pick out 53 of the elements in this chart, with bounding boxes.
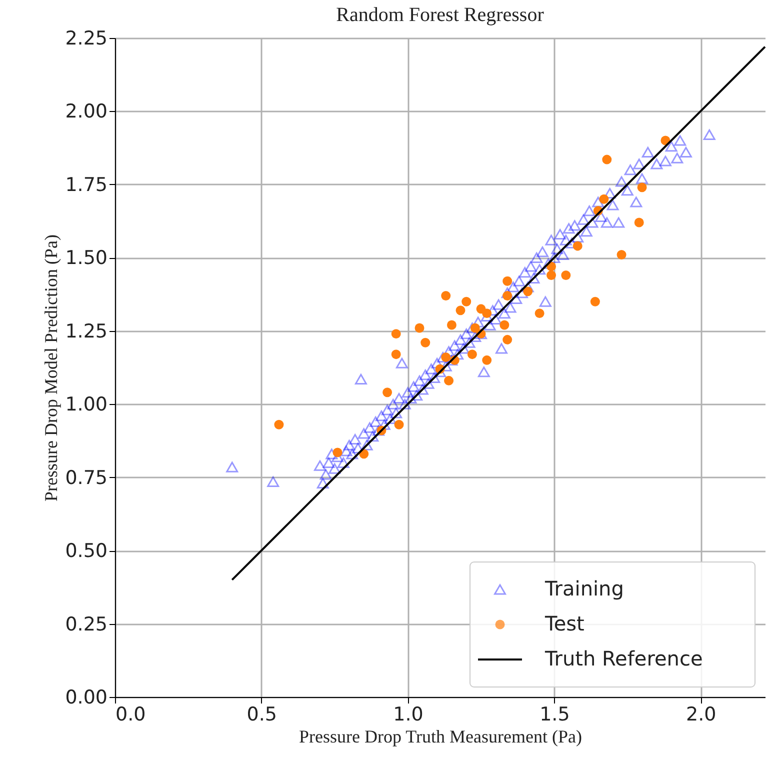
y-tick-label: 1.50 [65,247,108,270]
y-tick-label: 0.00 [65,686,108,708]
point [572,241,582,251]
legend-label: Test [544,612,585,636]
point [391,350,401,360]
point [602,154,612,164]
x-tick-label: 1.0 [393,704,424,726]
point [382,388,392,398]
point [274,420,284,430]
legend-label: Training [544,576,624,600]
point [637,182,647,192]
point [502,276,512,286]
point [482,355,492,365]
point [332,448,342,458]
point [502,334,512,344]
point [456,306,466,316]
point [446,320,456,330]
point [546,270,556,280]
y-axis-title: Pressure Drop Model Prediction (Pa) [41,234,62,502]
y-tick-label: 0.75 [65,466,108,489]
y-tick-label: 1.00 [65,394,108,416]
legend-label: Truth Reference [544,646,703,670]
y-tick-label: 0.50 [65,540,108,562]
point [467,350,477,360]
point [534,308,544,318]
point [420,338,430,348]
point [590,296,600,306]
point [500,320,510,330]
y-tick-label: 1.75 [65,174,108,196]
point [391,329,401,339]
point [414,323,424,333]
point [444,376,454,386]
point [482,308,492,318]
x-tick-label: 2.0 [686,704,716,726]
y-tick-label: 2.00 [65,100,108,123]
y-tick-label: 0.25 [65,613,108,636]
x-tick-label: 1.5 [540,704,570,726]
point [502,291,512,300]
x-tick-label: 0.0 [116,704,146,726]
point [599,194,609,204]
point [616,250,626,260]
point [394,420,404,430]
y-tick-label: 2.25 [65,28,108,50]
point [441,352,451,362]
point [441,291,451,300]
x-axis-title: Pressure Drop Truth Measurement (Pa) [299,726,582,746]
x-tick-label: 0.5 [246,704,278,726]
point [561,270,571,280]
chart-title: Random Forest Regressor [336,4,544,26]
y-tick-label: 1.25 [65,320,108,342]
point [470,323,480,333]
point [462,296,472,306]
point [634,218,644,228]
